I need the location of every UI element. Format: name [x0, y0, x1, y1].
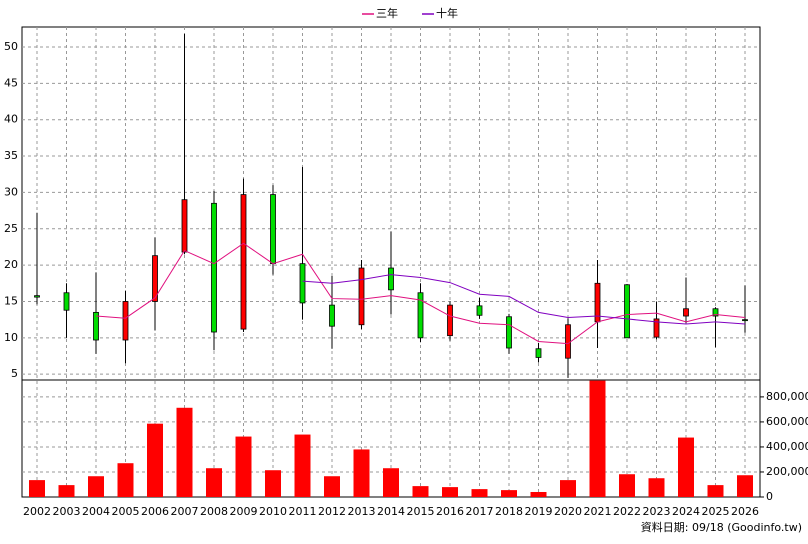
x-tick-label: 2018 — [495, 505, 523, 518]
legend-label: 十年 — [436, 6, 458, 20]
x-tick-label: 2022 — [613, 505, 641, 518]
volume-bar — [648, 478, 665, 497]
y-tick-label: 5 — [11, 367, 18, 380]
candle-body — [93, 311, 99, 341]
candle-body — [653, 318, 660, 338]
candle-body — [506, 316, 512, 349]
x-tick-label: 2003 — [53, 505, 81, 518]
candle-body — [742, 319, 748, 322]
volume-bar — [619, 474, 635, 497]
volume-bar — [117, 463, 134, 497]
candle-body — [358, 267, 365, 326]
candle-body — [270, 194, 276, 265]
candle-body — [122, 301, 129, 341]
x-tick-label: 2020 — [554, 505, 582, 518]
volume-bar — [353, 449, 370, 497]
x-tick-label: 2014 — [377, 505, 405, 518]
y-tick-label: 25 — [4, 222, 18, 235]
volume-bar — [265, 470, 281, 497]
y-tick-label: 20 — [4, 258, 18, 271]
x-tick-label: 2021 — [584, 505, 612, 518]
candle-body — [624, 284, 630, 339]
y-tick-label: 35 — [4, 149, 18, 162]
x-tick-label: 2015 — [407, 505, 435, 518]
line-series — [302, 274, 746, 325]
volume-bar — [176, 407, 193, 497]
candle-body — [712, 308, 719, 317]
candle-body — [240, 194, 247, 330]
candle-body — [535, 348, 542, 358]
x-tick-label: 2002 — [23, 505, 51, 518]
candle-body — [565, 324, 571, 359]
volume-bar — [206, 468, 222, 497]
volume-bar — [737, 475, 753, 497]
candle-body — [388, 267, 394, 291]
x-tick-label: 2025 — [702, 505, 730, 518]
candle-body — [417, 292, 424, 339]
volume-bar — [589, 380, 606, 497]
y2-tick-label: 200,000 — [766, 465, 808, 478]
y-tick-label: 50 — [4, 40, 18, 53]
x-tick-label: 2006 — [141, 505, 169, 518]
y-tick-label: 45 — [4, 76, 18, 89]
x-tick-label: 2005 — [112, 505, 140, 518]
x-tick-label: 2011 — [289, 505, 317, 518]
x-tick-label: 2017 — [466, 505, 494, 518]
line-series — [95, 242, 746, 345]
volume-bar — [442, 487, 458, 497]
volume-bar — [294, 434, 311, 497]
x-tick-label: 2008 — [200, 505, 228, 518]
candle-body — [211, 202, 217, 333]
y2-tick-label: 0 — [766, 490, 773, 503]
x-tick-label: 2016 — [436, 505, 464, 518]
x-tick-label: 2012 — [318, 505, 346, 518]
y-tick-label: 30 — [4, 185, 18, 198]
x-tick-label: 2004 — [82, 505, 110, 518]
candle-body — [299, 263, 306, 304]
candle-body — [34, 295, 40, 298]
volume-bar — [530, 491, 547, 497]
y2-tick-label: 800,000 — [766, 390, 808, 403]
volume-bar — [707, 485, 724, 497]
volume-bar — [324, 476, 340, 497]
volume-bar — [560, 480, 576, 497]
volume-bar — [412, 486, 429, 497]
candle-body — [683, 308, 689, 317]
x-tick-label: 2010 — [259, 505, 287, 518]
candle-body — [152, 255, 158, 302]
y-tick-label: 10 — [4, 331, 18, 344]
volume-bar — [235, 436, 252, 497]
candle-body — [447, 304, 453, 337]
y2-tick-label: 600,000 — [766, 415, 808, 428]
volume-bar — [88, 476, 104, 497]
volume-bar — [383, 468, 399, 497]
x-tick-label: 2019 — [525, 505, 553, 518]
candle-body — [476, 305, 483, 316]
x-tick-label: 2013 — [348, 505, 376, 518]
y-tick-label: 40 — [4, 113, 18, 126]
legend-label: 三年 — [376, 6, 398, 20]
x-tick-label: 2024 — [672, 505, 700, 518]
volume-bar — [678, 437, 694, 497]
volume-bar — [147, 423, 163, 497]
x-tick-label: 2023 — [643, 505, 671, 518]
candle-body — [63, 292, 70, 311]
y2-tick-label: 400,000 — [766, 440, 808, 453]
x-tick-label: 2026 — [731, 505, 759, 518]
y-tick-label: 15 — [4, 294, 18, 307]
source-note: 資料日期: 09/18 (Goodinfo.tw) — [641, 520, 802, 534]
volume-bar — [58, 485, 75, 497]
volume-bar — [29, 480, 45, 497]
candle-body — [181, 199, 188, 253]
x-tick-label: 2009 — [230, 505, 258, 518]
x-tick-label: 2007 — [171, 505, 199, 518]
volume-bar — [501, 490, 517, 497]
candle-body — [329, 304, 335, 327]
volume-bar — [471, 489, 488, 497]
